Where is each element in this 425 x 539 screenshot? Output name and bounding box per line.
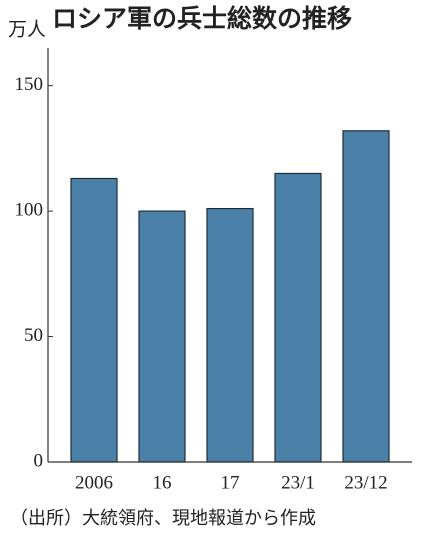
bar <box>342 130 390 463</box>
y-tick-label: 0 <box>34 450 44 471</box>
bar <box>206 207 254 463</box>
x-tick-label: 17 <box>221 472 240 493</box>
bar <box>70 177 118 463</box>
y-tick-label: 100 <box>15 199 44 220</box>
chart-title: ロシア軍の兵士総数の推移 <box>52 4 352 33</box>
x-tick-label: 2006 <box>75 472 113 493</box>
bar <box>138 210 186 463</box>
source-note: （出所）大統領府、現地報道から作成 <box>10 508 316 529</box>
x-tick-label: 16 <box>153 472 172 493</box>
y-tick-label: 50 <box>24 325 43 346</box>
x-tick-label: 23/12 <box>344 472 387 493</box>
bar <box>274 172 322 463</box>
y-tick-label: 150 <box>15 74 44 95</box>
y-axis-label: 万人 <box>8 19 46 41</box>
x-tick-label: 23/1 <box>281 472 315 493</box>
